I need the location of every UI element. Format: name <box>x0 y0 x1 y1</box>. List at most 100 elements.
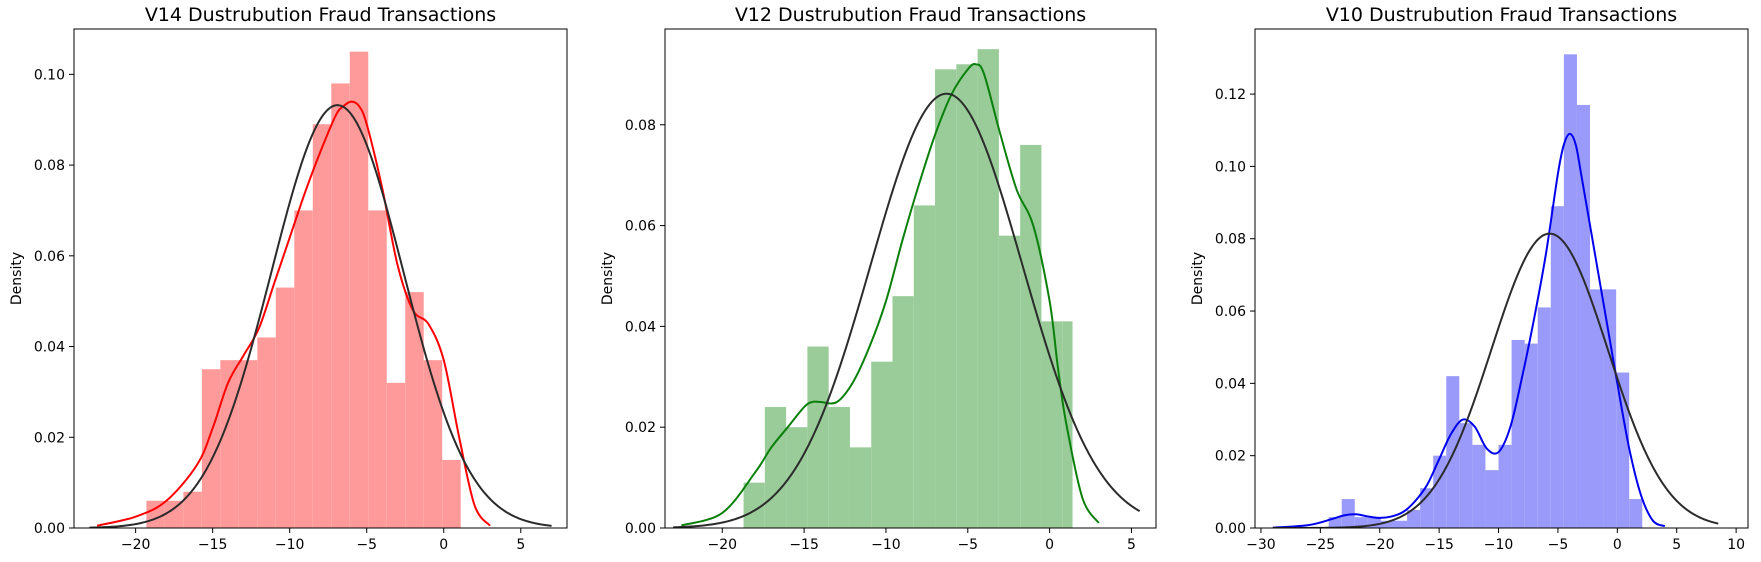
y-tick-label: 0.04 <box>625 319 656 335</box>
x-tick-label: −10 <box>275 537 305 553</box>
hist-bar <box>1563 54 1577 528</box>
hist-bar <box>294 210 313 528</box>
y-tick-label: 0.10 <box>1215 159 1246 175</box>
hist-bar <box>1524 343 1538 528</box>
y-tick-label: 0.08 <box>625 118 656 134</box>
hist-bar <box>349 51 369 528</box>
hist-bar <box>1472 444 1486 528</box>
hist-bar <box>1590 289 1604 528</box>
hist-bar <box>183 491 202 528</box>
hist-bar <box>1485 470 1499 528</box>
hist-bar <box>743 482 765 528</box>
x-tick-label: 10 <box>1727 537 1745 553</box>
hist-bar <box>1393 520 1408 528</box>
y-tick-label: 0.04 <box>34 340 65 356</box>
hist-bar <box>423 360 443 528</box>
hist-bar <box>312 124 332 528</box>
hist-bar <box>1550 206 1564 528</box>
y-tick-label: 0.02 <box>625 420 656 436</box>
hist-bar <box>1407 509 1421 528</box>
hist-bar <box>331 83 350 528</box>
y-tick-label: 0.12 <box>1215 87 1246 103</box>
hist-bar <box>238 360 258 528</box>
hist-bar <box>1511 339 1525 528</box>
hist-bar <box>828 407 850 528</box>
x-tick-label: −20 <box>1365 537 1395 553</box>
chart-3: −30 −25 −20 −15 −10 −5 0 5 10 0.00 0.02 0.04 0.06 0.0… <box>1190 4 1749 553</box>
y-tick-label: 0.02 <box>34 430 65 446</box>
x-tick-label: −10 <box>1484 537 1514 553</box>
y-tick-label: 0.04 <box>1215 376 1246 392</box>
x-tick-label: 5 <box>516 537 525 553</box>
hist-bar <box>220 360 239 528</box>
hist-bar <box>1576 104 1591 528</box>
y-axis-label: Density <box>1190 252 1206 305</box>
plot-area <box>1272 54 1719 528</box>
hist-bar <box>1616 372 1630 528</box>
y-axis-label: Density <box>600 252 616 305</box>
x-tick-label: −15 <box>789 537 819 553</box>
hist-bar <box>386 382 406 528</box>
chart-1: −20 −15 −10 −5 0 5 0.00 0.02 0.04 0.06 0.08 0.10 V14… <box>9 4 568 553</box>
chart-2: −20 −15 −10 −5 0 5 0.00 0.02 0.04 0.06 0.08 V12 Dus… <box>600 4 1157 553</box>
hist-bar <box>1062 321 1073 528</box>
y-axis-label: Density <box>9 252 25 305</box>
x-tick-label: 0 <box>439 537 448 553</box>
y-tick-label: 0.00 <box>1215 521 1246 537</box>
plot-area <box>673 49 1141 528</box>
hist-bar <box>977 49 999 528</box>
chart-title: V10 Dustrubution Fraud Transactions <box>1326 4 1677 26</box>
y-tick-label: 0.08 <box>34 158 65 174</box>
x-tick-label: −5 <box>1548 537 1569 553</box>
axes-frame <box>73 28 568 529</box>
x-tick-label: −10 <box>871 537 901 553</box>
x-tick-label: 5 <box>1672 537 1681 553</box>
hist-bar <box>1459 423 1473 528</box>
y-tick-label: 0.08 <box>1215 232 1246 248</box>
chart-title: V14 Dustrubution Fraud Transactions <box>145 4 496 26</box>
normal-fit-line <box>89 104 552 528</box>
hist-bar <box>849 447 872 528</box>
hist-bar <box>956 64 978 528</box>
hist-bar <box>1498 444 1512 528</box>
hist-bar <box>1603 289 1617 528</box>
x-tick-label: 5 <box>1127 537 1136 553</box>
x-tick-label: −15 <box>1424 537 1454 553</box>
hist-bar <box>935 69 957 528</box>
hist-bar <box>1367 517 1381 528</box>
normal-fit-line <box>673 92 1141 528</box>
y-tick-label: 0.06 <box>1215 304 1246 320</box>
x-tick-label: −20 <box>121 537 151 553</box>
kde-line <box>96 100 491 527</box>
plot-area <box>89 51 552 528</box>
x-tick-label: −5 <box>957 537 978 553</box>
kde-line <box>1272 132 1666 528</box>
normal-fit-line <box>1272 232 1719 528</box>
hist-bar <box>807 346 829 528</box>
hist-bar <box>257 337 276 528</box>
hist-bar <box>913 205 936 528</box>
y-tick-label: 0.10 <box>34 67 65 83</box>
hist-bar <box>1629 499 1643 528</box>
hist-bar <box>275 287 295 528</box>
hist-bar <box>405 292 424 528</box>
x-tick-label: −20 <box>708 537 738 553</box>
kde-line <box>681 63 1100 527</box>
hist-bar <box>442 459 461 528</box>
hist-bar <box>1380 520 1394 528</box>
hist-bar <box>1328 517 1342 528</box>
y-tick-label: 0.06 <box>625 219 656 235</box>
y-tick-label: 0.06 <box>34 249 65 265</box>
hist-bar <box>368 210 387 528</box>
hist-bar <box>1341 499 1355 528</box>
x-tick-label: 0 <box>1613 537 1622 553</box>
x-tick-label: −5 <box>356 537 377 553</box>
hist-bar <box>201 369 221 528</box>
hist-bar <box>764 407 787 528</box>
chart-title: V12 Dustrubution Fraud Transactions <box>735 4 1086 26</box>
hist-bar <box>1420 488 1434 528</box>
axes-frame <box>664 28 1157 529</box>
y-tick-label: 0.00 <box>625 521 656 537</box>
y-tick-label: 0.02 <box>1215 449 1246 465</box>
